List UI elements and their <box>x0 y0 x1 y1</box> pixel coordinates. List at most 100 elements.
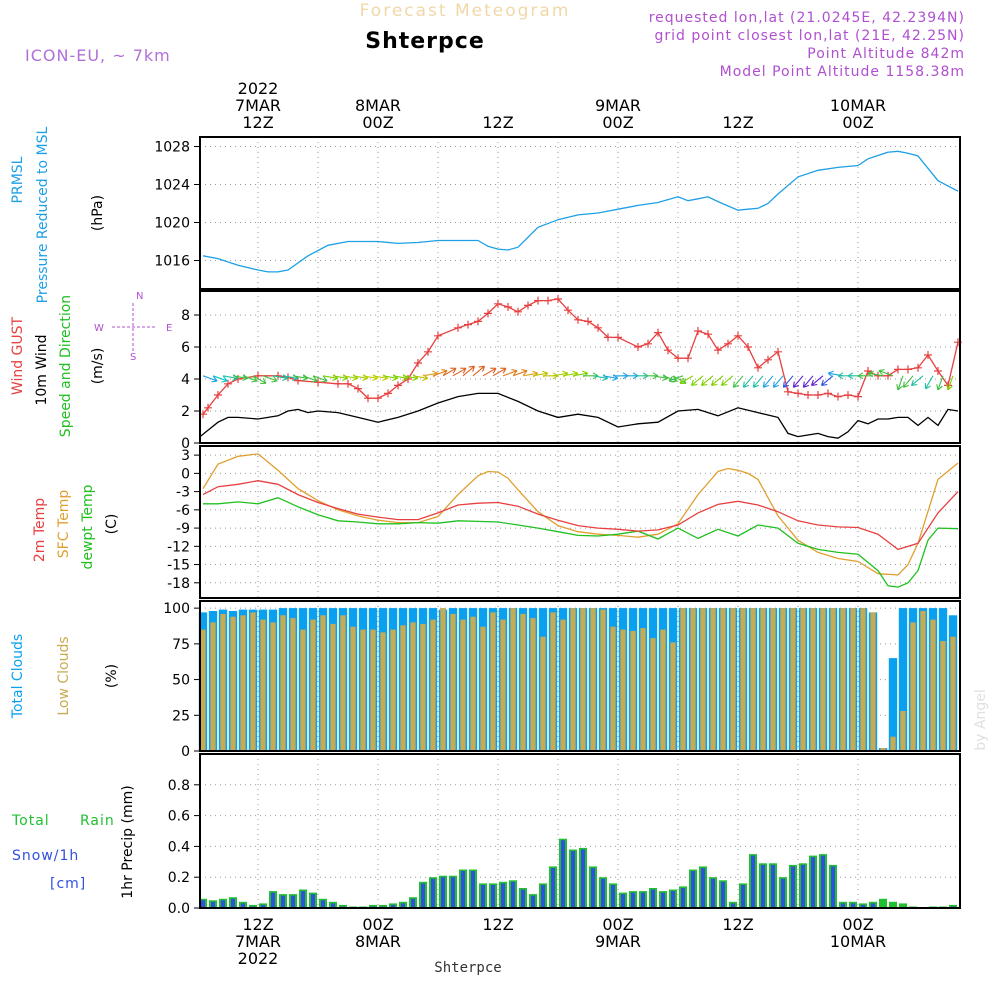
wind-arrow <box>810 375 824 386</box>
snow-bar <box>591 868 595 908</box>
snow-bar <box>721 881 725 908</box>
low-cloud-bar <box>640 628 646 751</box>
snow-bar <box>281 895 285 908</box>
dewpt-line <box>203 497 959 588</box>
low-cloud-bar <box>210 622 216 751</box>
gust-marker <box>614 333 622 342</box>
snow-bar <box>451 877 455 908</box>
low-cloud-bar <box>700 608 706 751</box>
time-label-top: 7MAR <box>235 96 281 115</box>
snow-bar <box>441 877 445 908</box>
gust-marker <box>554 295 562 303</box>
gust-marker <box>634 343 642 351</box>
low-cloud-bar <box>540 636 546 751</box>
pressure-label-2: Pressure Reduced to MSL <box>35 126 51 303</box>
wind-arrow <box>572 370 589 378</box>
y-tick-label: -3 <box>176 485 190 501</box>
gust-marker <box>824 389 832 398</box>
snow-bar <box>831 866 835 908</box>
gust-marker <box>694 327 702 335</box>
y-tick-label: 25 <box>172 708 190 724</box>
snow-bar <box>791 866 795 908</box>
snow-bar <box>571 851 575 908</box>
low-cloud-bar <box>470 616 476 751</box>
wind-arrow <box>762 375 774 388</box>
gust-marker <box>574 315 582 324</box>
low-cloud-bar <box>560 619 566 751</box>
low-cloud-bar <box>610 626 616 751</box>
snow-bar <box>841 903 845 908</box>
compass-w: W <box>94 323 104 334</box>
gust-marker <box>814 391 822 399</box>
low-cloud-bar <box>910 622 916 751</box>
snow-bar <box>821 855 825 908</box>
gust-marker <box>834 392 842 401</box>
wind-arrow <box>532 370 549 378</box>
snow-bar <box>681 888 685 908</box>
wind-arrow <box>482 367 497 377</box>
y-tick-label: 1024 <box>154 178 190 194</box>
gust-marker <box>354 384 362 393</box>
low-cloud-bar <box>740 608 746 751</box>
precip-snow-unit: [cm] <box>50 876 86 892</box>
low-cloud-bar <box>430 619 436 751</box>
low-cloud-bar <box>690 608 696 751</box>
wind-arrow <box>512 369 528 377</box>
low-cloud-bar <box>790 608 796 751</box>
wind10-line <box>199 392 959 439</box>
y-tick-label: 0 <box>181 436 190 452</box>
wind-arrow <box>242 375 258 383</box>
snow-bar <box>221 900 225 908</box>
time-label-bottom: 9MAR <box>595 932 641 951</box>
wind-arrow <box>902 375 914 388</box>
low-cloud-bar <box>810 608 816 751</box>
y-tick-label: -12 <box>167 539 190 555</box>
wind-arrow <box>252 375 267 384</box>
y-tick-label: -9 <box>176 521 190 537</box>
gust-marker <box>894 365 902 374</box>
snow-bar <box>301 891 305 908</box>
grid-point-coords: grid point closest lon,lat (21E, 42.25N) <box>654 28 965 44</box>
y-tick-label: -15 <box>167 558 190 574</box>
low-cloud-bar <box>530 618 536 751</box>
gust-marker <box>424 347 432 356</box>
gust-marker <box>714 346 722 355</box>
wind-arrow <box>302 375 318 383</box>
gust-marker <box>804 391 812 399</box>
gust-marker <box>454 323 462 332</box>
wind-arrow <box>820 375 834 386</box>
time-label-bottom: 2022 <box>238 949 279 968</box>
gust-marker <box>514 307 522 316</box>
snow-bar <box>541 884 545 908</box>
gust-marker <box>544 296 552 305</box>
wind-arrow <box>602 374 619 382</box>
time-label-top: 12Z <box>482 113 513 132</box>
low-cloud-bar <box>750 608 756 751</box>
rain-bar <box>879 898 887 908</box>
model-altitude: Model Point Altitude 1158.38m <box>720 64 965 80</box>
gust-marker <box>734 331 742 340</box>
location-title: Shterpce <box>365 29 485 54</box>
pressure-line <box>202 150 959 273</box>
wind-arrow <box>878 369 894 377</box>
wind-arrow <box>668 375 684 383</box>
panel-frame <box>199 445 961 599</box>
gust-marker <box>414 359 422 367</box>
low-cloud-bar <box>230 616 236 751</box>
snow-bar <box>651 889 655 908</box>
sfc-temp-line <box>202 453 959 576</box>
snow-bar <box>731 903 735 908</box>
low-cloud-bar <box>680 608 686 751</box>
wind-arrow <box>472 365 486 377</box>
time-label-top: 12Z <box>722 113 753 132</box>
snow-bar <box>391 904 395 908</box>
meteogram-title: Forecast Meteogram <box>360 1 571 21</box>
compass-s: S <box>130 352 136 363</box>
snow-bar <box>771 864 775 908</box>
dew-label: dewpt Temp <box>80 484 96 569</box>
rain-bar <box>379 904 387 908</box>
snow-bar <box>511 881 515 908</box>
wind-arrow <box>452 367 467 377</box>
low-cloud-bar <box>390 629 396 751</box>
precip-snow-label: Snow/1h <box>12 848 79 864</box>
